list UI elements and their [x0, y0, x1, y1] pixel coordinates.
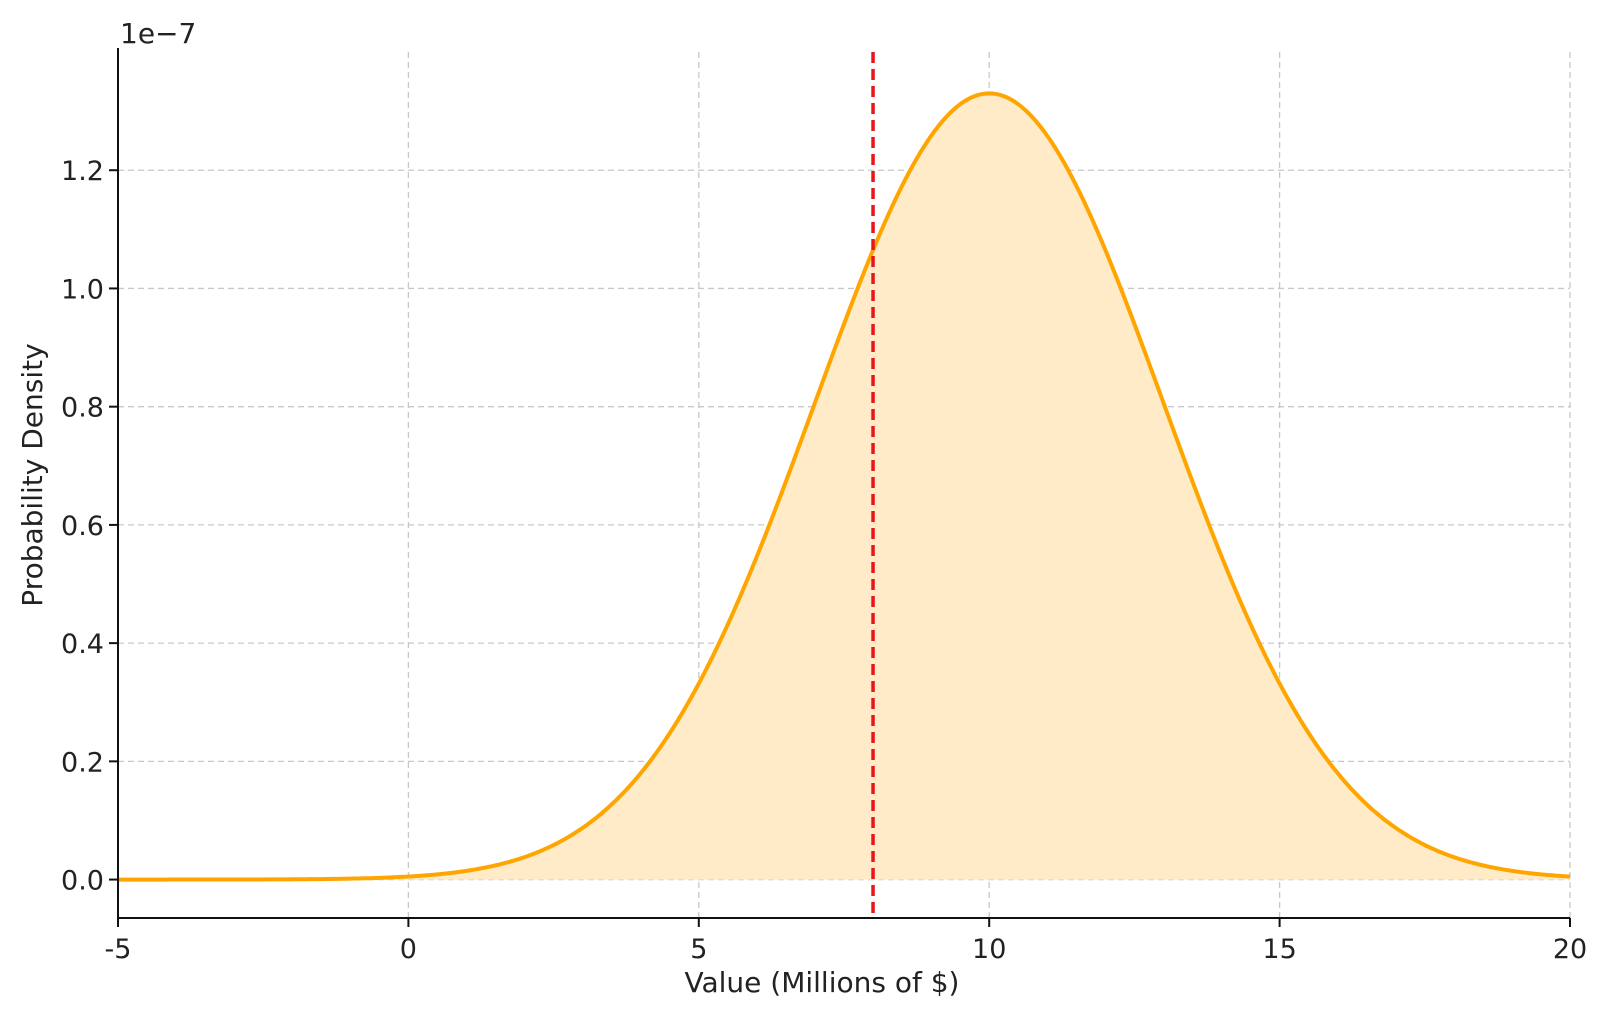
x-tick-label: 10	[972, 934, 1006, 965]
density-curve-line	[118, 91, 1571, 882]
x-tick-label: 15	[1262, 934, 1296, 965]
y-tick-label: 0.0	[61, 866, 104, 897]
y-offset-label: 1e−7	[120, 17, 196, 50]
y-tick-label: 0.2	[61, 747, 104, 778]
x-axis-title: Value (Millions of $)	[685, 966, 960, 999]
axes	[117, 48, 1570, 919]
y-tick-label: 1.0	[61, 274, 104, 305]
y-ticks: 0.0 0.2 0.4 0.6 0.8 1.0 1.2	[61, 156, 118, 897]
x-ticks: -5 0 5 10 15 20	[105, 918, 1587, 965]
x-tick-label: -5	[105, 934, 132, 965]
y-axis-title: Probability Density	[16, 343, 49, 606]
x-tick-label: 20	[1553, 934, 1587, 965]
density-area-fill	[118, 93, 1570, 880]
y-tick-label: 0.8	[61, 393, 104, 424]
y-tick-label: 1.2	[61, 156, 104, 187]
y-tick-label: 0.6	[61, 511, 104, 542]
y-tick-label: 0.4	[61, 629, 104, 660]
x-tick-label: 0	[400, 934, 417, 965]
x-tick-label: 5	[690, 934, 707, 965]
